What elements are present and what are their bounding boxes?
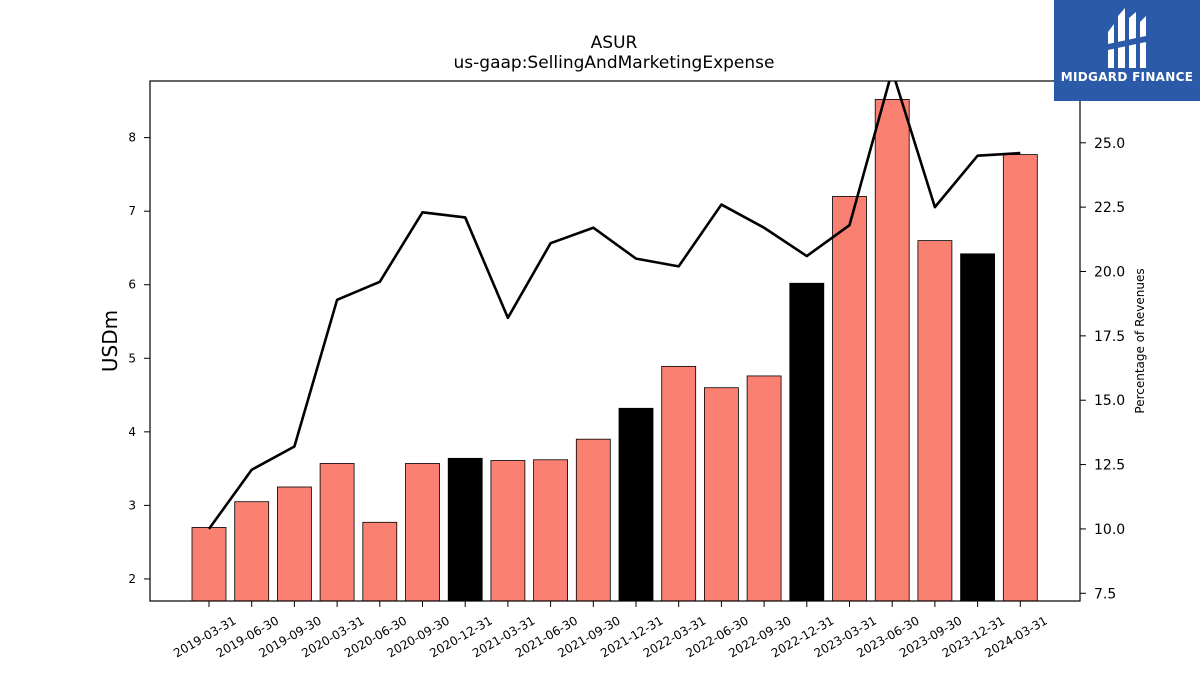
y2-axis-label: Percentage of Revenues xyxy=(1133,268,1147,413)
bar xyxy=(490,460,526,602)
bar xyxy=(874,98,910,602)
bar xyxy=(575,438,611,602)
left-axis: 2 3 4 5 6 7 8 xyxy=(128,131,150,586)
bar xyxy=(746,375,782,602)
bar xyxy=(276,486,312,602)
bar xyxy=(191,527,227,602)
y-tick-label: 3 xyxy=(128,498,136,512)
bar xyxy=(447,457,483,602)
bar xyxy=(319,463,355,602)
y2-tick-label: 20.0 xyxy=(1094,264,1125,280)
y2-tick-label: 22.5 xyxy=(1094,200,1125,216)
bar xyxy=(405,463,440,602)
y-tick-label: 2 xyxy=(128,572,136,586)
bar xyxy=(917,240,953,602)
midgard-finance-logo: MIDGARD FINANCE xyxy=(1054,0,1200,101)
line-group xyxy=(207,81,1021,530)
y2-tick-label: 17.5 xyxy=(1094,329,1125,345)
chart-title: ASUR xyxy=(591,33,638,53)
bar xyxy=(960,253,995,602)
percentage-line xyxy=(207,81,1021,530)
logo-mark-icon xyxy=(1108,8,1146,68)
y-tick-label: 4 xyxy=(128,425,136,439)
bar xyxy=(362,521,398,602)
chart-subtitle: us-gaap:SellingAndMarketingExpense xyxy=(454,53,775,73)
bar xyxy=(704,387,739,602)
bar xyxy=(618,407,654,602)
y-tick-label: 5 xyxy=(128,351,136,365)
bar xyxy=(533,459,568,602)
y2-tick-label: 10.0 xyxy=(1094,522,1125,538)
y2-tick-label: 12.5 xyxy=(1094,458,1125,474)
y2-tick-label: 7.5 xyxy=(1094,586,1116,602)
bar xyxy=(234,501,270,602)
bar xyxy=(661,365,697,602)
y2-tick-label: 15.0 xyxy=(1094,393,1125,409)
y-tick-label: 8 xyxy=(128,131,136,145)
bar xyxy=(1002,154,1038,602)
y2-tick-label: 25.0 xyxy=(1094,136,1125,152)
logo-text: MIDGARD FINANCE xyxy=(1060,70,1194,84)
y-tick-label: 7 xyxy=(128,204,136,218)
bars-group xyxy=(191,98,1038,602)
bar xyxy=(832,196,867,602)
x-axis: 2019-03-312019-06-302019-09-302020-03-31… xyxy=(171,601,1050,660)
bar xyxy=(789,282,825,602)
y-axis-label: USDm xyxy=(98,310,122,372)
plot-frame xyxy=(149,80,1081,602)
y-tick-label: 6 xyxy=(128,278,136,292)
right-axis: 7.5 10.0 12.5 15.0 17.5 20.0 22.5 25.0 xyxy=(1080,136,1125,602)
